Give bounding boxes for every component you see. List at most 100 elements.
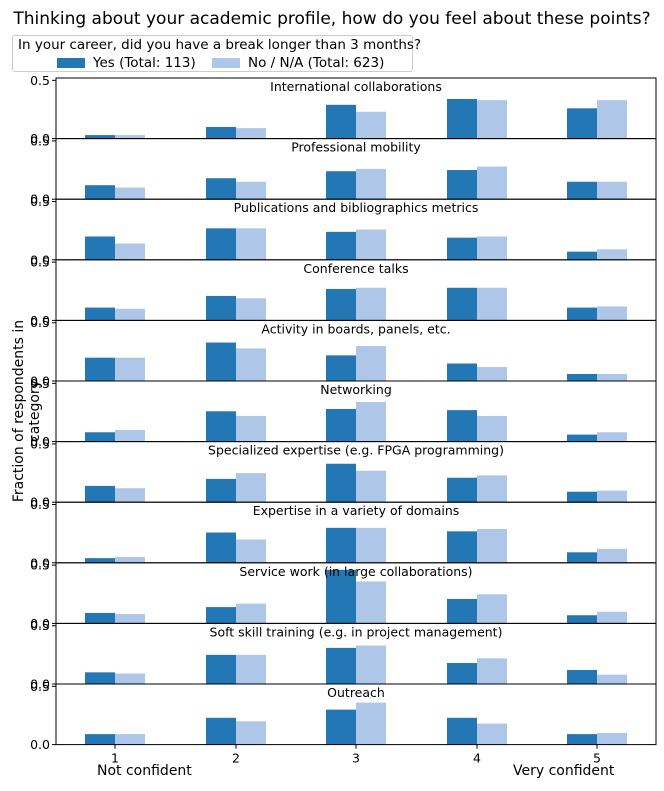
x-tick-label: 3: [352, 751, 360, 766]
bar-yes: [85, 734, 115, 745]
y-tick-label: 0.0: [30, 677, 50, 692]
panel-title: Conference talks: [303, 261, 408, 276]
legend-title: In your career, did you have a break lon…: [18, 37, 422, 53]
bar-no: [477, 475, 507, 503]
bar-no: [115, 429, 145, 442]
bar-no: [597, 611, 627, 624]
panel-title: Networking: [320, 382, 392, 397]
bar-yes: [85, 236, 115, 260]
bar-yes: [326, 104, 356, 139]
y-tick-label: 0.0: [30, 131, 50, 146]
bar-no: [236, 181, 266, 200]
bar-no: [597, 548, 627, 563]
bar-no: [477, 415, 507, 442]
bar-yes: [567, 491, 597, 503]
bar-no: [477, 166, 507, 200]
bar-yes: [326, 231, 356, 260]
bar-yes: [85, 485, 115, 503]
bar-no: [477, 658, 507, 684]
legend-label-yes: Yes (Total: 113): [93, 55, 196, 71]
bar-yes: [326, 355, 356, 381]
bar-yes: [85, 357, 115, 381]
bar-yes: [326, 527, 356, 563]
bar-no: [115, 734, 145, 745]
bar-no: [597, 374, 627, 381]
bar-no: [597, 490, 627, 503]
bar-no: [236, 654, 266, 684]
panel-title: Outreach: [327, 685, 385, 700]
bar-no: [356, 229, 386, 260]
panel-title: Activity in boards, panels, etc.: [261, 321, 450, 336]
bar-no: [356, 346, 386, 381]
bar-yes: [447, 237, 477, 260]
bar-yes: [447, 477, 477, 503]
bar-yes: [85, 185, 115, 200]
bar-yes: [326, 288, 356, 321]
y-tick-label: 0.5: [30, 618, 50, 633]
bar-no: [477, 367, 507, 381]
panel-title: Publications and bibliographics metrics: [234, 200, 479, 215]
bar-yes: [447, 598, 477, 624]
y-tick-label: 0.0: [30, 434, 50, 449]
bar-yes: [447, 717, 477, 745]
bar-yes: [206, 532, 236, 563]
bar-yes: [567, 670, 597, 684]
bar-no: [236, 228, 266, 260]
y-tick-label: 0.0: [30, 616, 50, 631]
bar-no: [115, 357, 145, 381]
bar-yes: [85, 135, 115, 139]
bar-no: [356, 581, 386, 624]
y-tick-label: 0.5: [30, 679, 50, 694]
x-tick-label: 2: [232, 751, 240, 766]
bar-no: [115, 243, 145, 260]
bar-yes: [447, 98, 477, 139]
bar-yes: [447, 287, 477, 321]
bar-no: [236, 539, 266, 563]
y-tick-label: 0.0: [30, 555, 50, 570]
bar-yes: [326, 408, 356, 442]
bar-yes: [567, 615, 597, 624]
bar-yes: [206, 654, 236, 684]
x-tick-label: 4: [473, 751, 481, 766]
bar-yes: [326, 463, 356, 503]
bar-no: [356, 527, 386, 563]
bar-no: [356, 645, 386, 684]
bar-yes: [206, 295, 236, 321]
bar-no: [477, 287, 507, 321]
x-label-not-confident: Not confident: [97, 763, 192, 779]
y-tick-label: 0.5: [30, 558, 50, 573]
legend-item-no: No / N/A (Total: 623): [212, 55, 384, 71]
x-tick-label: 1: [111, 751, 119, 766]
y-tick-label: 0.0: [30, 495, 50, 510]
bar-no: [597, 674, 627, 684]
bar-no: [477, 529, 507, 563]
panel-title: Expertise in a variety of domains: [253, 503, 460, 518]
x-label-very-confident: Very confident: [513, 763, 615, 779]
bar-no: [236, 473, 266, 503]
bar-no: [115, 135, 145, 139]
bar-yes: [326, 647, 356, 684]
y-tick-label: 0.5: [30, 133, 50, 148]
bar-no: [236, 348, 266, 381]
bar-no: [236, 128, 266, 139]
bar-no: [477, 236, 507, 260]
x-tick-label: 5: [593, 751, 601, 766]
bar-yes: [85, 558, 115, 563]
bar-no: [477, 723, 507, 745]
bar-no: [356, 401, 386, 442]
bar-yes: [567, 251, 597, 260]
bar-no: [236, 721, 266, 745]
chart-title: Thinking about your academic profile, ho…: [13, 9, 651, 29]
bar-yes: [326, 171, 356, 200]
bar-yes: [567, 552, 597, 563]
bar-yes: [206, 228, 236, 260]
bar-yes: [447, 663, 477, 684]
y-tick-label: 0.5: [30, 376, 50, 391]
bar-no: [115, 187, 145, 200]
panel-title: Soft skill training (e.g. in project man…: [210, 624, 503, 639]
bar-yes: [567, 108, 597, 139]
bar-no: [236, 603, 266, 624]
legend-swatch-no: [212, 58, 240, 68]
bar-no: [115, 556, 145, 563]
y-tick-label: 0.5: [30, 436, 50, 451]
